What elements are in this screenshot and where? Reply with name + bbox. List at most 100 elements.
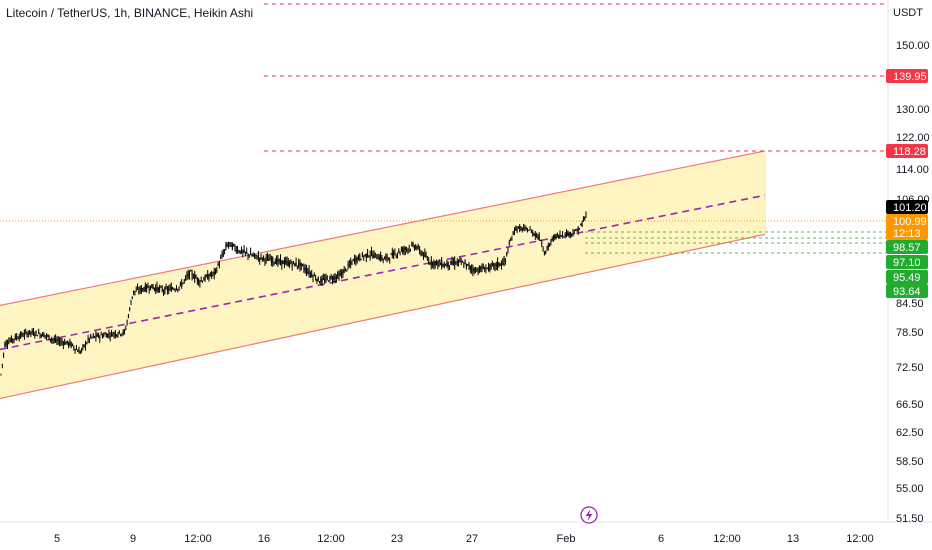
candle-body	[260, 255, 262, 257]
candle-body	[584, 216, 586, 220]
candle-body	[378, 256, 380, 260]
countdown-tag: 12:13	[893, 228, 921, 240]
candle-body	[546, 246, 548, 250]
candle-body	[376, 258, 378, 260]
candle-body	[404, 247, 406, 250]
candle-body	[391, 252, 393, 257]
candle-body	[489, 265, 491, 271]
candle-body	[408, 247, 410, 249]
candle-body	[30, 331, 32, 333]
candle-body	[91, 337, 93, 339]
candle-body	[342, 270, 344, 275]
candle-body	[361, 253, 363, 257]
candle-body	[147, 286, 149, 288]
candle-body	[100, 333, 102, 336]
candle-body	[117, 334, 119, 336]
candle-body	[151, 284, 153, 289]
candle-body	[215, 269, 216, 271]
candle-body	[273, 262, 275, 264]
candle-body	[354, 259, 356, 263]
candle-body	[274, 261, 276, 264]
candle-body	[416, 248, 418, 250]
candle-body	[504, 258, 506, 261]
candle-body	[235, 249, 237, 252]
candle-body	[501, 262, 502, 265]
candle-body	[7, 343, 8, 345]
candle-body	[56, 340, 58, 342]
candle-body	[278, 259, 280, 262]
candle-body	[88, 338, 90, 340]
candle-body	[350, 261, 352, 264]
candle-body	[27, 333, 29, 335]
candle-body	[113, 332, 115, 335]
candle-body	[66, 340, 68, 344]
price-tick-label: 78.50	[896, 327, 924, 339]
candle-body	[46, 334, 47, 337]
candle-body	[302, 264, 304, 266]
candle-body	[569, 232, 571, 235]
candle-body	[488, 264, 489, 270]
candle-body	[380, 254, 382, 260]
candle-body	[402, 248, 404, 253]
support-tag: 95.49	[893, 272, 921, 284]
candle-body	[462, 261, 463, 263]
candle-body	[476, 268, 478, 270]
candles	[0, 211, 587, 376]
candle-body	[429, 264, 431, 266]
candle-body	[345, 267, 346, 269]
candle-body	[186, 275, 188, 277]
candle-body	[523, 227, 525, 230]
candle-body	[211, 274, 213, 276]
candle-body	[545, 250, 547, 254]
price-tick-label: 72.50	[896, 362, 924, 374]
candle-body	[75, 348, 77, 350]
candle-body	[439, 264, 441, 266]
candle-body	[347, 263, 349, 266]
candle-body	[443, 263, 445, 266]
candle-body	[538, 235, 540, 240]
candle-body	[571, 233, 573, 235]
candle-body	[85, 343, 86, 347]
candle-body	[445, 264, 447, 266]
candle-body	[495, 263, 497, 266]
candle-body	[47, 335, 49, 337]
candle-body	[109, 335, 111, 337]
candle-body	[231, 244, 233, 249]
candle-body	[343, 269, 345, 273]
candle-body	[430, 259, 432, 265]
candle-body	[233, 244, 235, 246]
candle-body	[272, 257, 274, 263]
candle-body	[332, 279, 333, 281]
candle-body	[324, 278, 326, 282]
candle-body	[87, 338, 89, 340]
candle-body	[156, 285, 158, 290]
channel-mid-line[interactable]	[0, 194, 766, 351]
candle-body	[39, 333, 41, 337]
candle-body	[277, 258, 279, 263]
time-tick-label: 12:00	[317, 533, 345, 545]
candle-body	[330, 276, 332, 278]
candle-body	[121, 333, 123, 335]
candle-body	[286, 261, 288, 263]
candle-body	[276, 258, 278, 264]
support-tag: 98.57	[893, 242, 921, 254]
candle-body	[36, 335, 38, 337]
candle-body	[31, 330, 33, 333]
candle-body	[527, 231, 528, 233]
candle-body	[562, 234, 564, 237]
candle-body	[169, 287, 171, 289]
candle-body	[178, 286, 180, 288]
price-tick-label: 66.50	[896, 399, 924, 411]
candle-body	[382, 258, 384, 260]
candle-body	[335, 276, 337, 279]
candle-body	[14, 335, 16, 340]
channel-upper-line[interactable]	[0, 150, 766, 307]
candle-body	[338, 274, 340, 279]
candle-body	[68, 342, 70, 346]
current-price-tag-bg	[886, 214, 928, 228]
channel-lower-line[interactable]	[0, 233, 766, 400]
candle-body	[204, 275, 206, 280]
candle-body	[469, 265, 471, 270]
candle-body	[451, 260, 453, 264]
